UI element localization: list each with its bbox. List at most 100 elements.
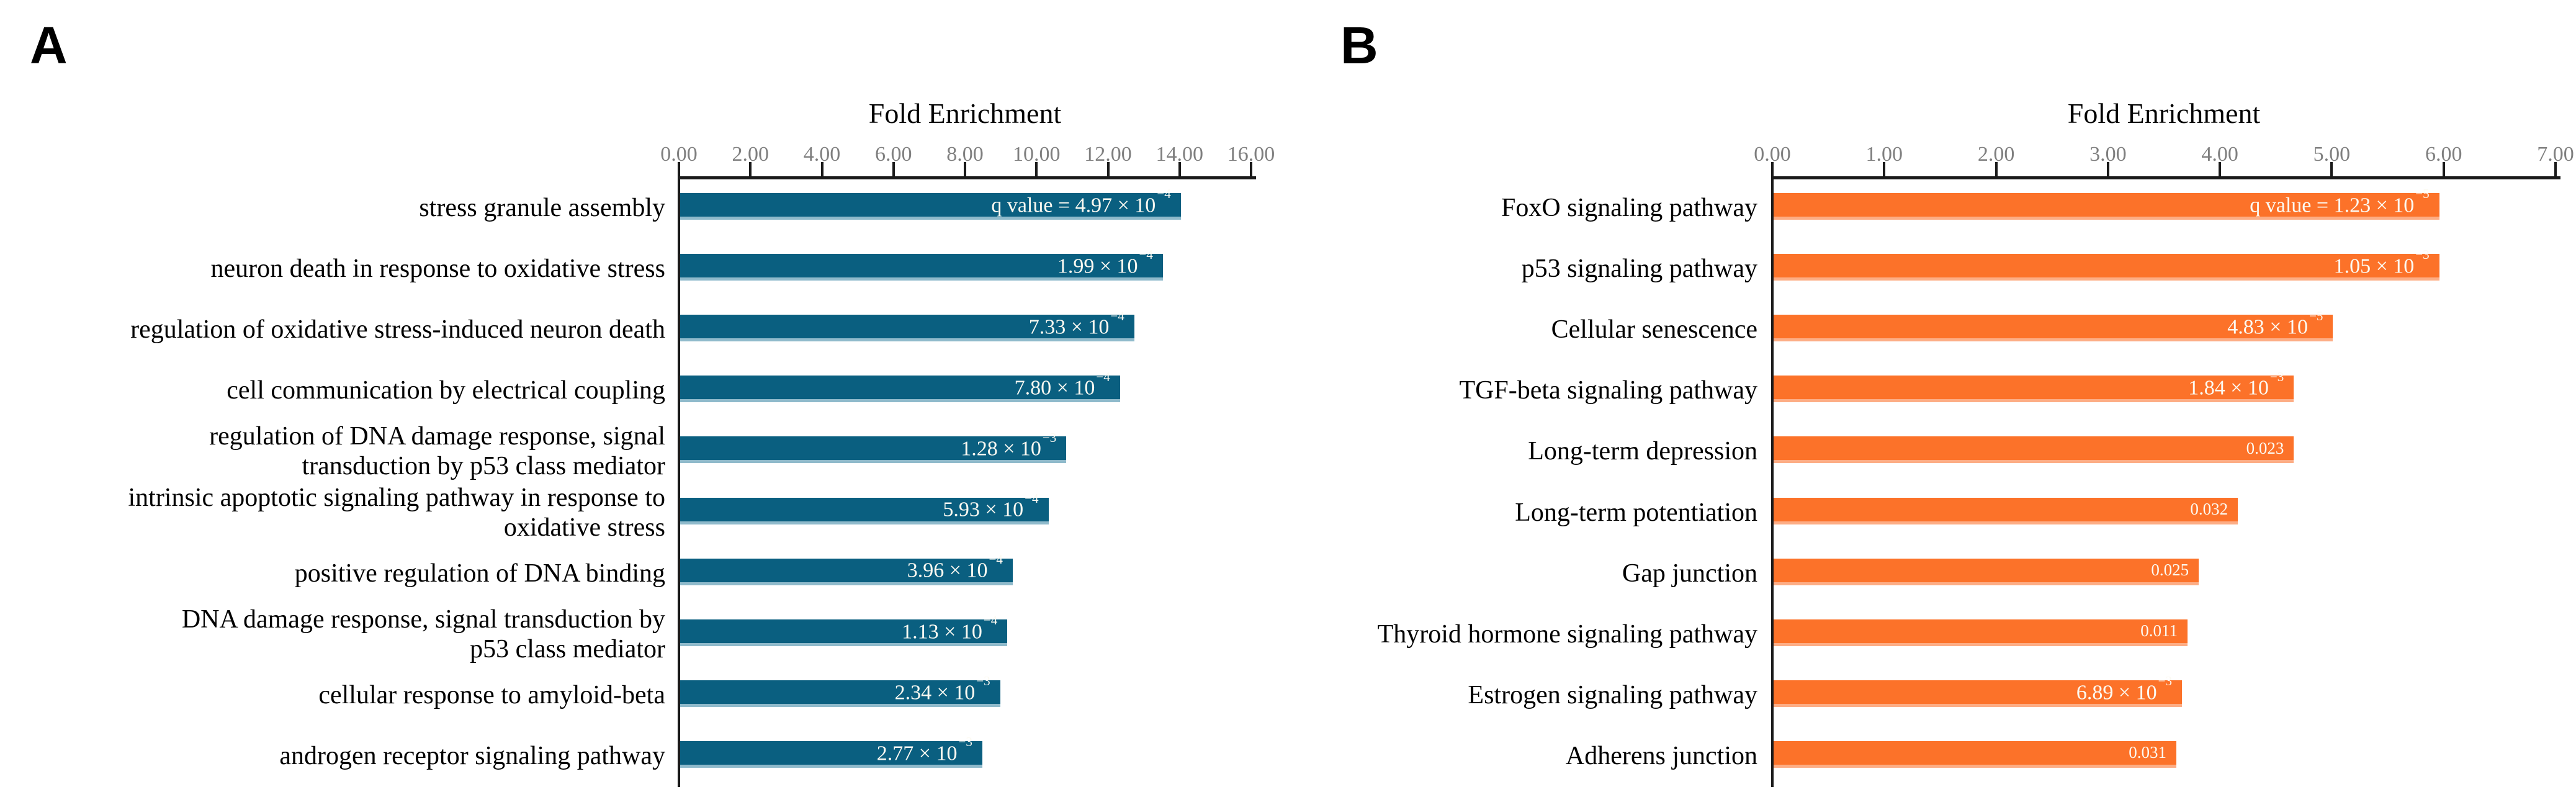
x-tick-mark xyxy=(1106,162,1110,176)
bar: 0.031 xyxy=(1774,740,2177,768)
bar-value-label: 7.33 × 10−4 xyxy=(1028,308,1124,339)
bar-value-label: 1.13 × 10−4 xyxy=(902,613,998,643)
category-label: Long-term potentiation xyxy=(1515,498,1757,527)
bar: 4.83 × 10−5 xyxy=(1774,308,2333,342)
bar-value-label: q value = 4.97 × 10−4 xyxy=(991,186,1171,217)
bar: 1.99 × 10−4 xyxy=(680,247,1163,281)
bar-value-label: 4.83 × 10−5 xyxy=(2227,308,2323,339)
bar: 0.011 xyxy=(1774,619,2188,646)
x-tick-label: 4.00 xyxy=(2201,143,2238,166)
exponent: −4 xyxy=(1157,186,1171,202)
bar-value-label: 0.032 xyxy=(2190,500,2228,518)
category-label: Estrogen signaling pathway xyxy=(1468,680,1757,709)
bar: 7.33 × 10−4 xyxy=(680,308,1134,342)
bar: 0.032 xyxy=(1774,497,2238,524)
bar-value-label: 0.023 xyxy=(2246,438,2284,457)
bar: 1.84 × 10−3 xyxy=(1774,369,2294,403)
category-label: positive regulation of DNA binding xyxy=(294,559,665,588)
bar-value-label: 1.99 × 10−4 xyxy=(1057,247,1153,278)
x-tick-mark xyxy=(820,162,824,176)
bar-value-label: 2.77 × 10−3 xyxy=(876,734,972,765)
x-tick-label: 16.00 xyxy=(1227,143,1275,166)
category-label: regulation of DNA damage response, signa… xyxy=(209,422,665,481)
category-label: Thyroid hormone signaling pathway xyxy=(1377,619,1757,649)
x-tick-mark xyxy=(749,162,752,176)
bar: 3.96 × 10−4 xyxy=(680,551,1013,585)
x-tick-mark xyxy=(1883,162,1886,176)
exponent: −3 xyxy=(2415,247,2430,263)
x-tick-label: 10.00 xyxy=(1013,143,1061,166)
bar-value-label: 2.34 × 10−3 xyxy=(894,673,990,704)
x-tick-label: 2.00 xyxy=(1977,143,2015,166)
exponent: −5 xyxy=(2415,186,2430,202)
x-axis-line xyxy=(678,176,1256,179)
x-tick-mark xyxy=(2106,162,2109,176)
bar: 1.05 × 10−3 xyxy=(1774,247,2439,281)
category-label: neuron death in response to oxidative st… xyxy=(210,254,666,284)
exponent: −4 xyxy=(1025,490,1039,506)
x-tick-label: 0.00 xyxy=(1754,143,1791,166)
x-tick-mark xyxy=(2554,162,2557,176)
x-tick-mark xyxy=(2330,162,2333,176)
bar-value-label: 3.96 × 10−4 xyxy=(907,551,1003,582)
category-label: Adherens junction xyxy=(1565,741,1757,770)
exponent: −3 xyxy=(976,673,990,689)
x-tick-label: 1.00 xyxy=(1865,143,1903,166)
exponent: −5 xyxy=(2309,308,2323,323)
x-tick-mark xyxy=(1250,162,1252,176)
x-axis-line xyxy=(1771,176,2560,179)
x-tick-mark xyxy=(892,162,895,176)
x-tick-mark xyxy=(1035,162,1038,176)
bar: q value = 1.23 × 10−5 xyxy=(1774,186,2439,220)
axis-title: Fold Enrichment xyxy=(868,97,1062,129)
x-tick-label: 14.00 xyxy=(1156,143,1204,166)
x-tick-label: 8.00 xyxy=(946,143,984,166)
bar-value-label: 6.89 × 10−3 xyxy=(2076,673,2173,704)
bar-value-label: 1.28 × 10−3 xyxy=(961,430,1057,461)
exponent: −3 xyxy=(2158,673,2173,689)
exponent: −3 xyxy=(2269,369,2284,384)
x-tick-label: 2.00 xyxy=(732,143,770,166)
x-tick-label: 12.00 xyxy=(1084,143,1132,166)
bar: 5.93 × 10−4 xyxy=(680,491,1049,524)
x-tick-label: 3.00 xyxy=(2089,143,2127,166)
category-label: FoxO signaling pathway xyxy=(1501,194,1757,222)
bar: 1.28 × 10−3 xyxy=(680,430,1067,464)
panel-A-letter: A xyxy=(30,16,68,74)
exponent: −3 xyxy=(1042,430,1057,445)
bar: 2.77 × 10−3 xyxy=(680,734,982,768)
bar-value-label: q value = 1.23 × 10−5 xyxy=(2250,186,2430,217)
bar: 6.89 × 10−3 xyxy=(1774,673,2183,707)
category-label: androgen receptor signaling pathway xyxy=(279,741,665,770)
category-label: intrinsic apoptotic signaling pathway in… xyxy=(128,483,665,542)
x-tick-label: 0.00 xyxy=(660,143,698,166)
category-label: p53 signaling pathway xyxy=(1521,254,1757,284)
exponent: −4 xyxy=(989,551,1003,567)
bar: q value = 4.97 × 10−4 xyxy=(680,186,1181,220)
bar: 1.13 × 10−4 xyxy=(680,613,1008,646)
bar-value-label: 1.84 × 10−3 xyxy=(2188,369,2284,400)
bar: 2.34 × 10−3 xyxy=(680,673,1000,707)
x-tick-mark xyxy=(2442,162,2445,176)
bar: 0.023 xyxy=(1774,436,2294,464)
category-label: cell communication by electrical couplin… xyxy=(227,376,665,405)
exponent: −4 xyxy=(983,613,998,628)
x-tick-label: 4.00 xyxy=(803,143,841,166)
category-label: Gap junction xyxy=(1622,559,1757,588)
category-label: cellular response to amyloid-beta xyxy=(318,680,665,709)
bar-value-label: 0.031 xyxy=(2129,743,2167,762)
y-axis-line xyxy=(678,176,680,787)
bar-value-label: 0.011 xyxy=(2140,621,2178,641)
x-tick-mark xyxy=(678,162,680,176)
x-tick-mark xyxy=(1178,162,1181,176)
x-tick-label: 5.00 xyxy=(2313,143,2351,166)
y-axis-line xyxy=(1771,176,1774,787)
exponent: −4 xyxy=(1139,247,1153,263)
category-label: regulation of oxidative stress-induced n… xyxy=(130,315,665,344)
bar-value-label: 7.80 × 10−4 xyxy=(1014,369,1110,400)
category-label: Long-term depression xyxy=(1528,437,1757,466)
x-tick-mark xyxy=(1771,162,1774,176)
x-tick-label: 6.00 xyxy=(875,143,912,166)
category-label: TGF-beta signaling pathway xyxy=(1459,376,1757,405)
